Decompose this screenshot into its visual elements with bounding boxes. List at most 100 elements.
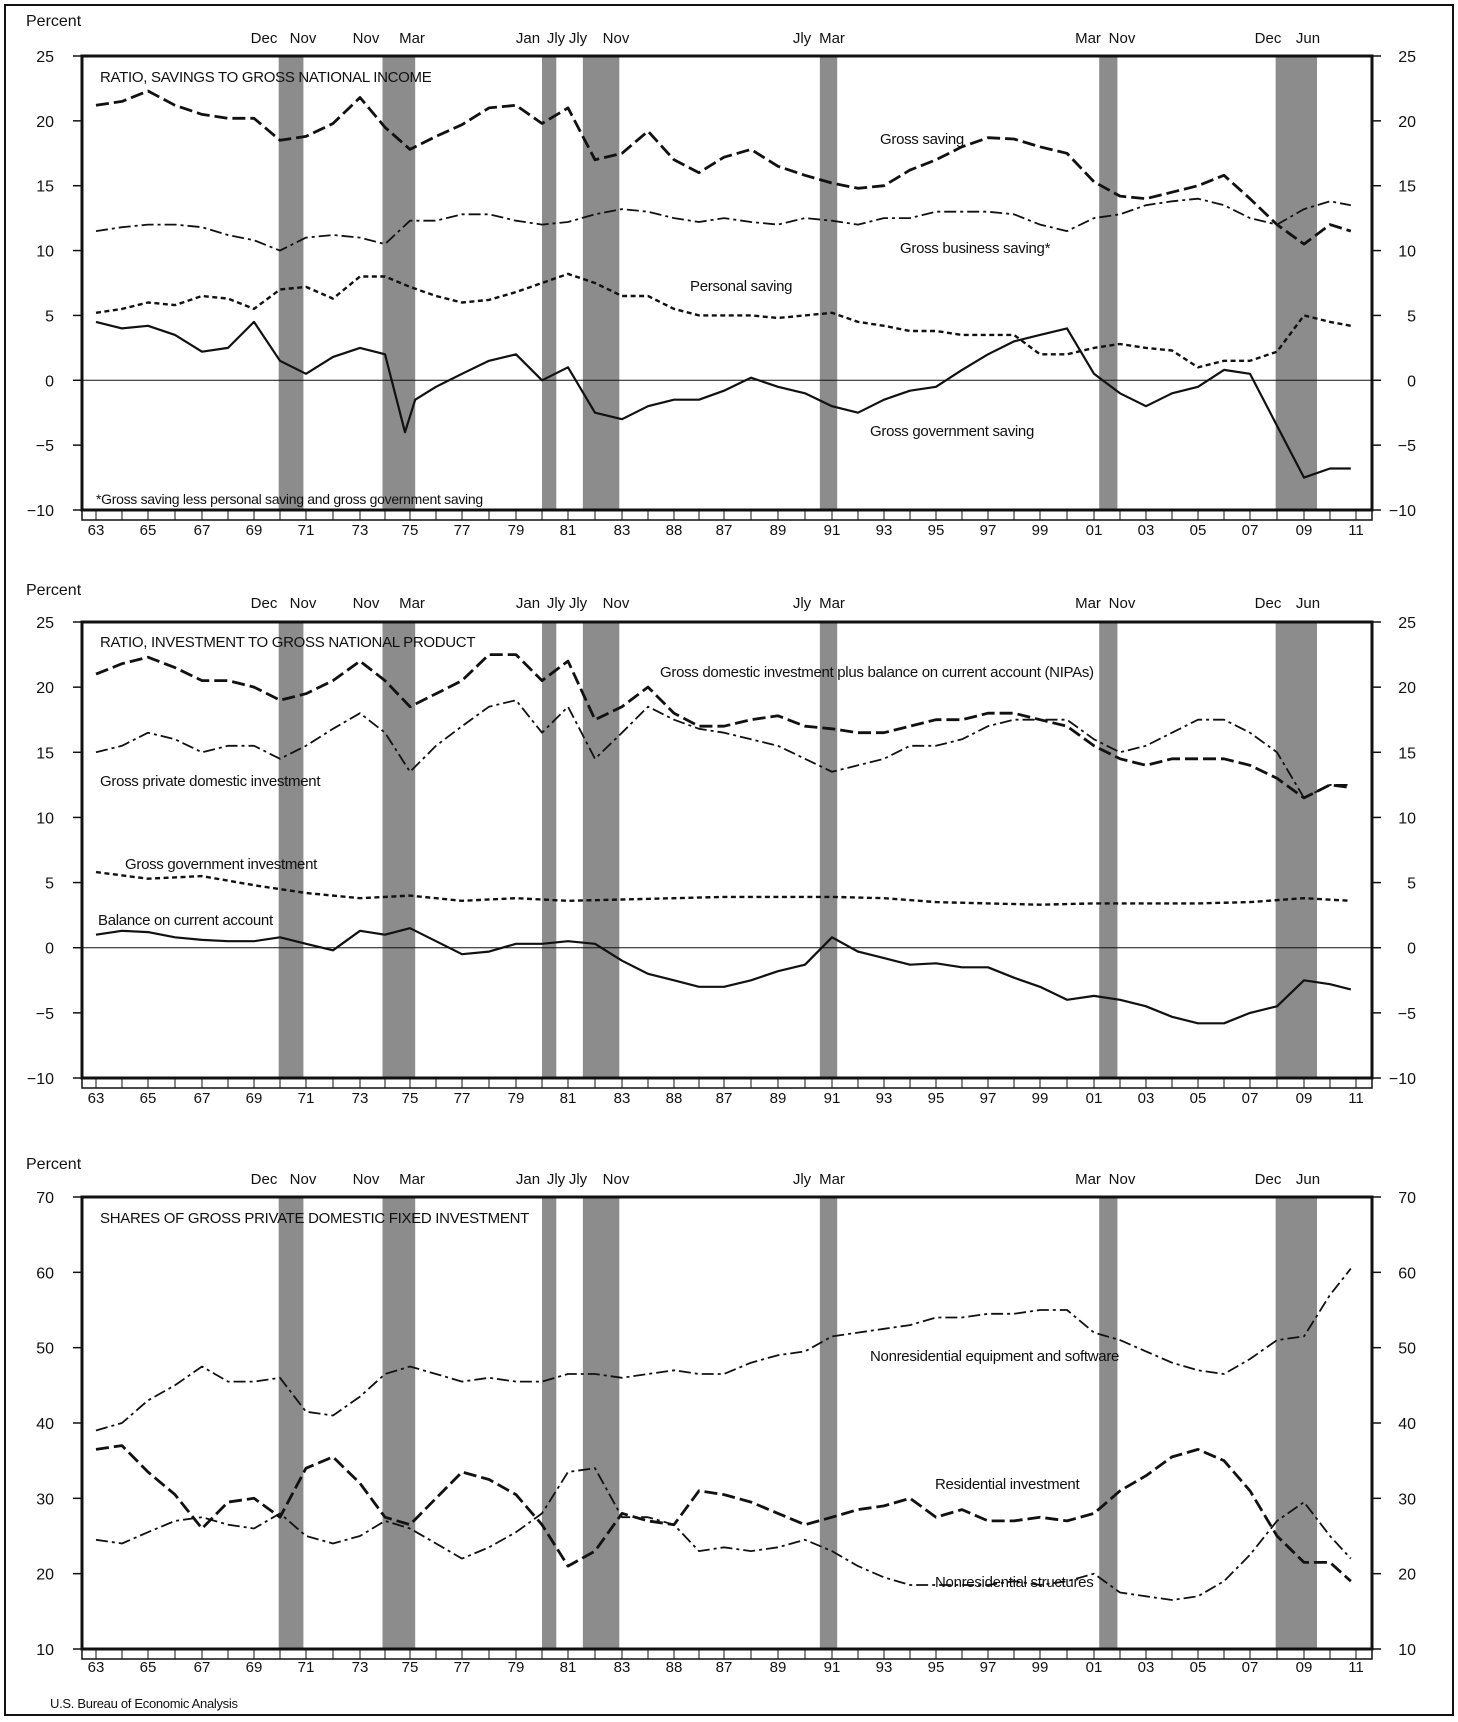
x-tick-label: 75 (402, 1659, 419, 1676)
recession-label: Jly (569, 595, 588, 612)
x-tick-band (81, 1648, 1373, 1660)
y-tick-label-left: 30 (36, 1491, 54, 1508)
y-tick-label-right: 5 (1407, 876, 1416, 893)
recession-label: Dec (251, 30, 278, 47)
chart-footnote: *Gross saving less personal saving and g… (96, 491, 483, 507)
recession-bar (582, 1197, 620, 1649)
y-tick-label-right: 40 (1398, 1416, 1416, 1433)
x-tick-label: 87 (716, 522, 733, 539)
recession-label: Jly (547, 30, 566, 47)
recession-label: Nov (603, 1171, 630, 1188)
x-tick-label: 03 (1138, 522, 1155, 539)
series-label: Gross saving (880, 131, 964, 148)
source-footer: U.S. Bureau of Economic Analysis (50, 1696, 238, 1711)
series-line-3 (95, 1467, 1352, 1601)
plot-frame (80, 620, 1374, 1080)
x-tick-label: 95 (928, 1090, 945, 1107)
y-tick-label-right: 10 (1398, 810, 1416, 827)
y-tick-label-left: 5 (45, 308, 54, 325)
series-label: Residential investment (935, 1476, 1080, 1493)
y-axis-title: Percent (26, 1156, 82, 1173)
series-line-2 (95, 1444, 1352, 1583)
series-label: Gross business saving* (900, 240, 1051, 257)
x-tick-label: 07 (1242, 522, 1259, 539)
recession-label: Nov (353, 30, 380, 47)
x-tick-label: 93 (876, 1090, 893, 1107)
x-tick-label: 05 (1190, 522, 1207, 539)
y-tick-label-right: 70 (1398, 1190, 1416, 1207)
series-label: Gross government saving (870, 423, 1034, 440)
x-tick-label: 95 (928, 522, 945, 539)
y-tick-label-right: 60 (1398, 1265, 1416, 1282)
recession-label: Mar (399, 1171, 425, 1188)
x-tick-label: 69 (246, 1090, 263, 1107)
recession-label: Jly (793, 30, 812, 47)
series-line-1 (95, 1268, 1352, 1432)
chart-panel-1: Dec Nov Nov Mar Jan Jly Jly Nov Jly Mar Mar Nov Dec J… (26, 13, 1416, 539)
recession-label: Jly (793, 1171, 812, 1188)
x-tick-label: 67 (194, 522, 211, 539)
x-tick-label: 81 (560, 522, 577, 539)
recession-bar (582, 56, 620, 510)
series-label: Gross government investment (125, 856, 318, 873)
y-axis-title: Percent (26, 582, 82, 599)
recession-bar (542, 622, 557, 1078)
recession-label: Nov (1109, 1171, 1136, 1188)
recession-label: Mar (399, 595, 425, 612)
x-tick-label: 77 (454, 522, 471, 539)
recession-label: Dec (1255, 1171, 1282, 1188)
recession-label: Dec (251, 595, 278, 612)
x-tick-label: 91 (824, 1090, 841, 1107)
chart-title: SHARES OF GROSS PRIVATE DOMESTIC FIXED I… (100, 1210, 529, 1227)
series-line-4 (95, 927, 1352, 1025)
x-tick-label: 01 (1086, 1659, 1103, 1676)
y-tick-label-right: 20 (1398, 1567, 1416, 1584)
x-tick-label: 67 (194, 1090, 211, 1107)
recession-label: Nov (290, 30, 317, 47)
recession-label: Dec (1255, 595, 1282, 612)
y-tick-label-right: 50 (1398, 1341, 1416, 1358)
x-tick-label: 11 (1348, 522, 1364, 539)
y-tick-label-right: −10 (1389, 503, 1416, 520)
x-tick-label: 01 (1086, 522, 1103, 539)
x-tick-label: 11 (1348, 1659, 1364, 1676)
x-tick-label: 01 (1086, 1090, 1103, 1107)
x-tick-label: 63 (88, 522, 105, 539)
recession-label: Mar (819, 1171, 845, 1188)
chart-panel-2: Dec Nov Nov Mar Jan Jly Jly Nov Jly Mar Mar Nov Dec J… (26, 582, 1416, 1107)
page-frame (4, 4, 1454, 1716)
y-tick-label-left: 10 (36, 810, 54, 827)
x-tick-label: 89 (770, 1090, 787, 1107)
y-tick-label-right: 20 (1398, 680, 1416, 697)
y-tick-label-left: 25 (36, 49, 54, 66)
x-tick-label: 81 (560, 1090, 577, 1107)
x-tick-label: 89 (770, 1659, 787, 1676)
y-tick-label-left: 10 (36, 244, 54, 261)
y-tick-label-left: −10 (27, 503, 54, 520)
x-tick-label: 83 (614, 1090, 631, 1107)
chart-panel-3: Dec Nov Nov Mar Jan Jly Jly Nov Jly Mar Mar Nov Dec J… (26, 1156, 1416, 1676)
x-tick-label: 69 (246, 522, 263, 539)
recession-bar (382, 622, 416, 1078)
x-tick-label: 81 (560, 1659, 577, 1676)
recession-label: Dec (1255, 30, 1282, 47)
y-tick-label-left: 15 (36, 179, 54, 196)
y-tick-label-right: 10 (1398, 244, 1416, 261)
series-line-4 (95, 320, 1351, 479)
x-tick-label: 88 (666, 1659, 683, 1676)
series-line-3 (95, 870, 1351, 906)
x-tick-label: 97 (980, 522, 997, 539)
recession-bar (582, 622, 620, 1078)
x-tick-label: 05 (1190, 1090, 1207, 1107)
y-tick-label-left: −10 (27, 1071, 54, 1088)
recession-bar (278, 1197, 304, 1649)
y-tick-label-right: −5 (1398, 1006, 1416, 1023)
y-tick-label-right: 20 (1398, 114, 1416, 131)
x-tick-label: 71 (298, 1659, 315, 1676)
x-tick-label: 79 (508, 1659, 525, 1676)
y-tick-label-left: 20 (36, 1567, 54, 1584)
y-tick-label-left: 20 (36, 114, 54, 131)
series-label: Nonresidential structures (935, 1574, 1093, 1591)
y-tick-label-left: 15 (36, 745, 54, 762)
y-tick-label-right: 25 (1398, 49, 1416, 66)
